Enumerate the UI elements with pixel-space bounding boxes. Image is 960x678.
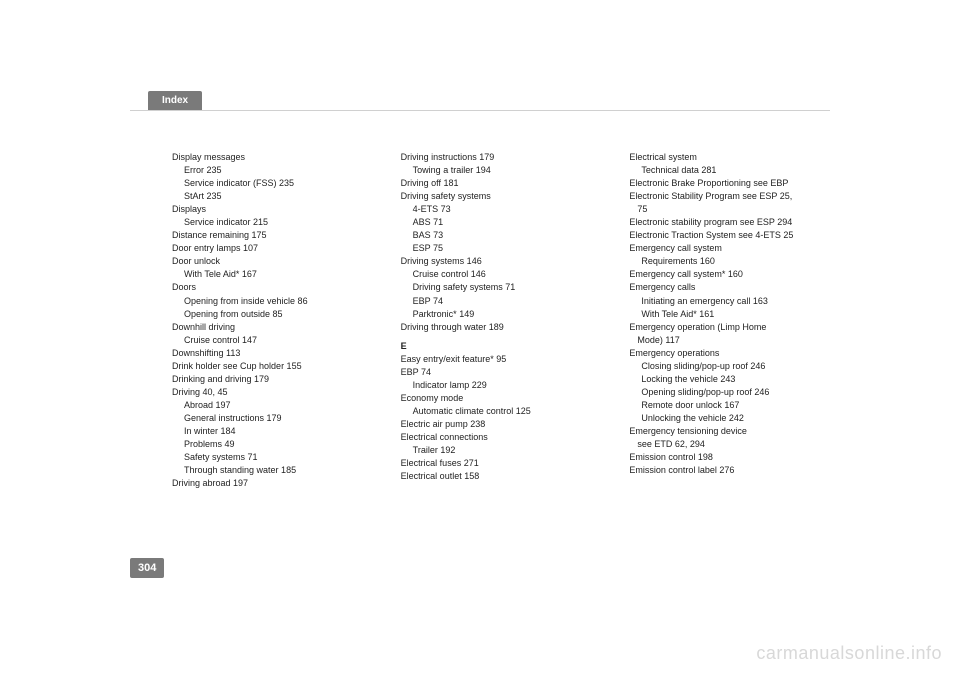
- index-entry: Cruise control 147: [172, 334, 373, 347]
- index-entry: Electronic Brake Proportioning see EBP: [629, 177, 830, 190]
- index-entry: Error 235: [172, 164, 373, 177]
- index-column-3: Electrical systemTechnical data 281Elect…: [629, 151, 830, 490]
- index-entry: Emission control 198: [629, 451, 830, 464]
- index-entry: Emission control label 276: [629, 464, 830, 477]
- index-entry: With Tele Aid* 161: [629, 308, 830, 321]
- index-entry: Cruise control 146: [401, 268, 602, 281]
- index-entry: Opening from inside vehicle 86: [172, 295, 373, 308]
- index-entry: Electrical connections: [401, 431, 602, 444]
- index-entry: Emergency tensioning device: [629, 425, 830, 438]
- index-column-1: Display messagesError 235Service indicat…: [172, 151, 373, 490]
- index-entry: Through standing water 185: [172, 464, 373, 477]
- page-number: 304: [130, 558, 164, 578]
- index-entry: Downshifting 113: [172, 347, 373, 360]
- index-entry: Displays: [172, 203, 373, 216]
- index-entry: Driving off 181: [401, 177, 602, 190]
- index-column-2: Driving instructions 179Towing a trailer…: [401, 151, 602, 490]
- index-entry: BAS 73: [401, 229, 602, 242]
- index-entry: Problems 49: [172, 438, 373, 451]
- index-entry: Electrical outlet 158: [401, 470, 602, 483]
- index-entry: Driving systems 146: [401, 255, 602, 268]
- index-entry: In winter 184: [172, 425, 373, 438]
- index-entry: Driving safety systems 71: [401, 281, 602, 294]
- index-entry: E: [401, 340, 602, 353]
- index-entry: Emergency operation (Limp Home: [629, 321, 830, 334]
- index-page: Index Display messagesError 235Service i…: [130, 90, 830, 490]
- index-entry: Electronic stability program see ESP 294: [629, 216, 830, 229]
- index-entry: Opening sliding/pop-up roof 246: [629, 386, 830, 399]
- index-entry: Electrical fuses 271: [401, 457, 602, 470]
- index-entry: Technical data 281: [629, 164, 830, 177]
- index-entry: Locking the vehicle 243: [629, 373, 830, 386]
- index-entry: Electronic Stability Program see ESP 25,: [629, 190, 830, 203]
- index-entry: Driving instructions 179: [401, 151, 602, 164]
- index-entry: With Tele Aid* 167: [172, 268, 373, 281]
- index-entry: Door unlock: [172, 255, 373, 268]
- index-entry: Closing sliding/pop-up roof 246: [629, 360, 830, 373]
- index-entry: Downhill driving: [172, 321, 373, 334]
- index-entry: Electronic Traction System see 4-ETS 25: [629, 229, 830, 242]
- index-entry: EBP 74: [401, 295, 602, 308]
- index-entry: 4-ETS 73: [401, 203, 602, 216]
- index-entry: Mode) 117: [629, 334, 830, 347]
- index-entry: Opening from outside 85: [172, 308, 373, 321]
- index-entry: EBP 74: [401, 366, 602, 379]
- index-entry: Parktronic* 149: [401, 308, 602, 321]
- index-entry: Abroad 197: [172, 399, 373, 412]
- index-entry: Emergency call system* 160: [629, 268, 830, 281]
- index-entry: Display messages: [172, 151, 373, 164]
- index-entry: Distance remaining 175: [172, 229, 373, 242]
- index-entry: Drink holder see Cup holder 155: [172, 360, 373, 373]
- index-entry: Electric air pump 238: [401, 418, 602, 431]
- index-entry: ESP 75: [401, 242, 602, 255]
- header-rule: [130, 110, 830, 111]
- index-entry: 75: [629, 203, 830, 216]
- index-entry: Automatic climate control 125: [401, 405, 602, 418]
- index-entry: Door entry lamps 107: [172, 242, 373, 255]
- index-entry: Electrical system: [629, 151, 830, 164]
- index-entry: Doors: [172, 281, 373, 294]
- index-entry: Towing a trailer 194: [401, 164, 602, 177]
- index-entry: Emergency calls: [629, 281, 830, 294]
- index-entry: Emergency operations: [629, 347, 830, 360]
- index-entry: Unlocking the vehicle 242: [629, 412, 830, 425]
- section-tab: Index: [148, 91, 202, 110]
- index-entry: Safety systems 71: [172, 451, 373, 464]
- watermark: carmanualsonline.info: [756, 643, 942, 664]
- index-entry: Remote door unlock 167: [629, 399, 830, 412]
- index-entry: Requirements 160: [629, 255, 830, 268]
- index-columns: Display messagesError 235Service indicat…: [172, 151, 830, 490]
- index-entry: StArt 235: [172, 190, 373, 203]
- index-entry: Driving abroad 197: [172, 477, 373, 490]
- index-entry: Driving safety systems: [401, 190, 602, 203]
- index-entry: Economy mode: [401, 392, 602, 405]
- index-entry: Initiating an emergency call 163: [629, 295, 830, 308]
- index-entry: Trailer 192: [401, 444, 602, 457]
- index-entry: Driving 40, 45: [172, 386, 373, 399]
- index-entry: ABS 71: [401, 216, 602, 229]
- index-entry: Emergency call system: [629, 242, 830, 255]
- index-entry: see ETD 62, 294: [629, 438, 830, 451]
- index-entry: General instructions 179: [172, 412, 373, 425]
- index-entry: Easy entry/exit feature* 95: [401, 353, 602, 366]
- index-entry: Drinking and driving 179: [172, 373, 373, 386]
- index-entry: Indicator lamp 229: [401, 379, 602, 392]
- index-entry: Service indicator 215: [172, 216, 373, 229]
- index-entry: Driving through water 189: [401, 321, 602, 334]
- index-entry: Service indicator (FSS) 235: [172, 177, 373, 190]
